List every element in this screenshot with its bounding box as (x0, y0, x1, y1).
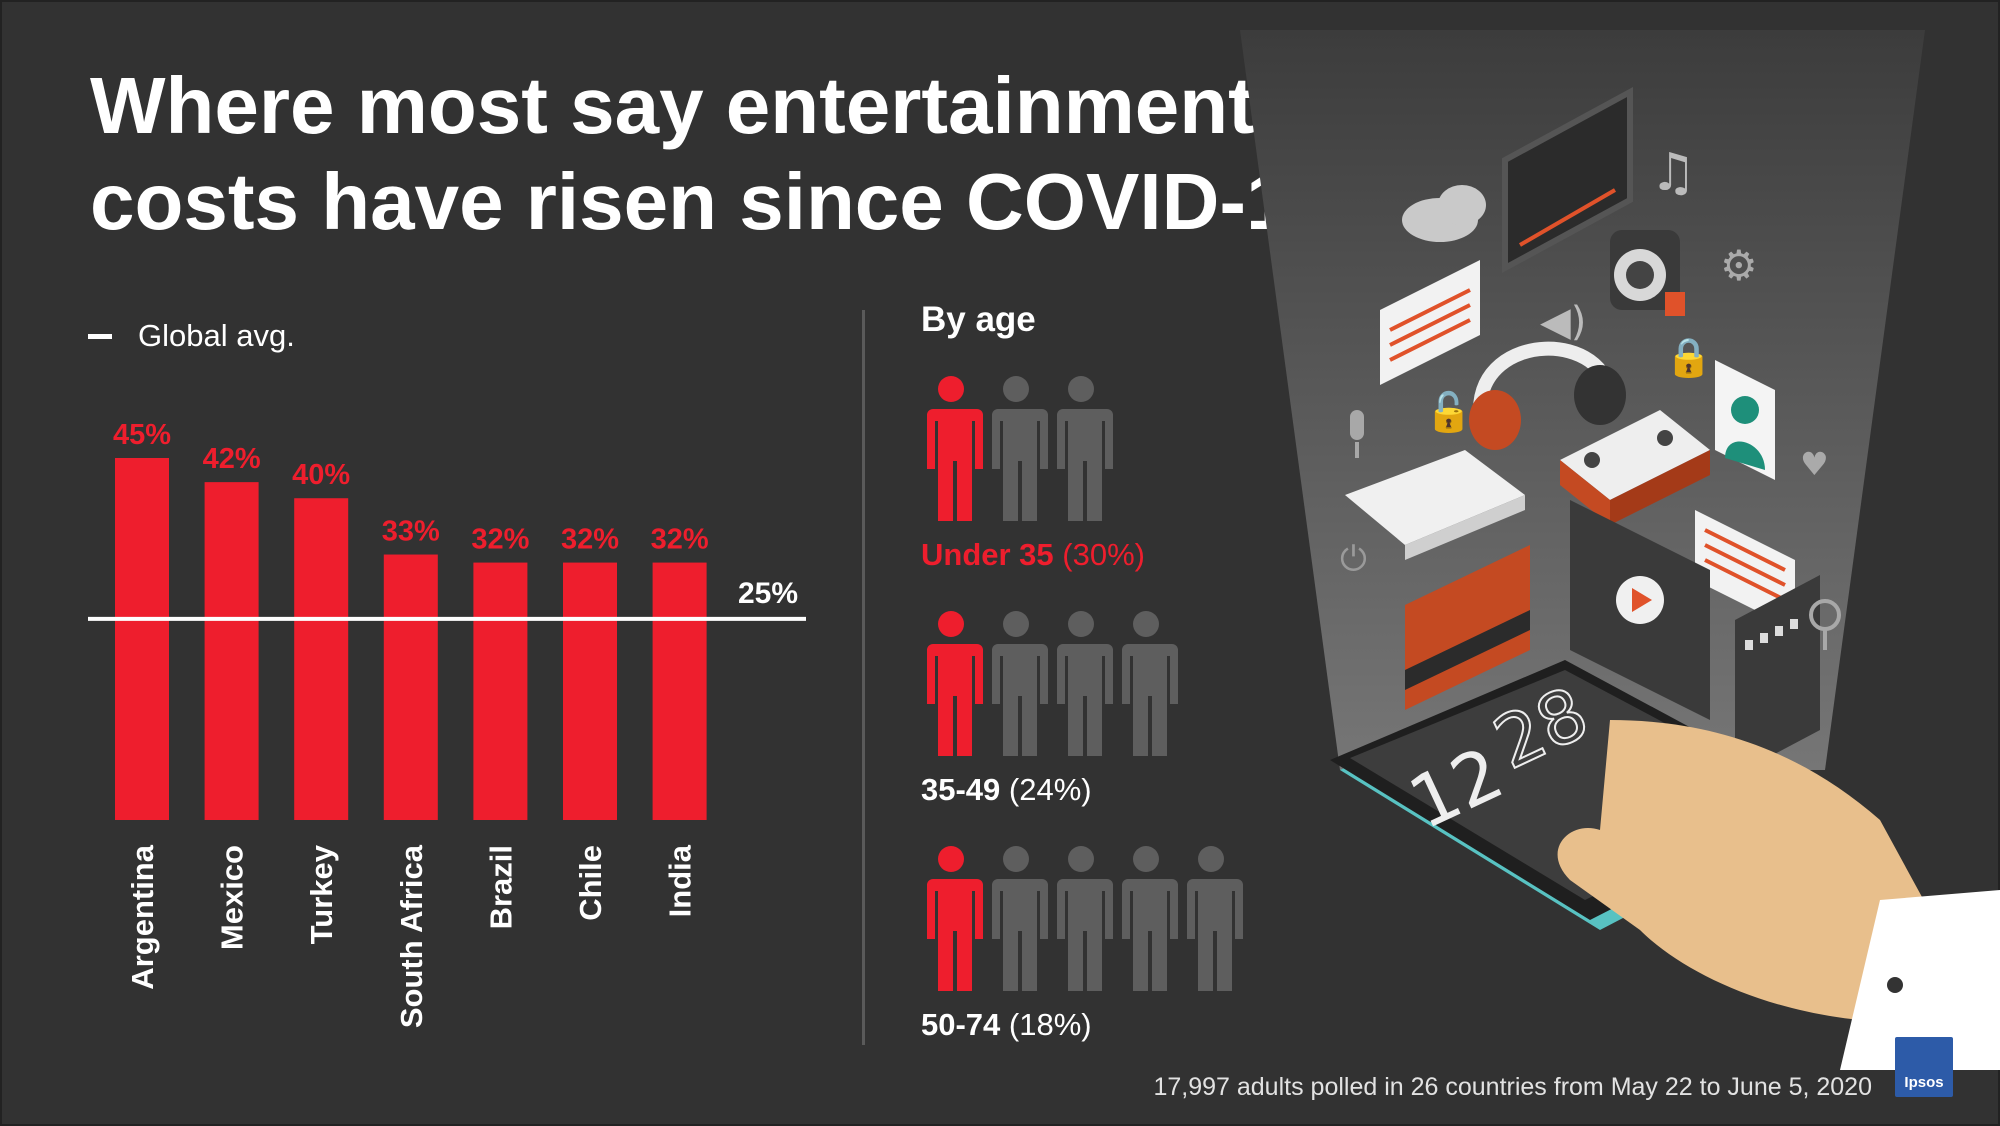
logo-text: Ipsos (1904, 1074, 1944, 1091)
person-icon (990, 611, 1048, 756)
category-label: Brazil (483, 845, 518, 929)
category-label: Chile (573, 845, 608, 921)
age-group-name: Under 35 (921, 537, 1054, 572)
people-icons (925, 611, 1178, 756)
legend-swatch-global-avg (88, 334, 112, 339)
age-group-name: 50-74 (921, 1007, 1001, 1042)
bar-mexico (204, 482, 259, 820)
video-player-icon (1570, 500, 1710, 720)
person-icon (990, 376, 1048, 521)
speaker-icon: ◀) (1540, 299, 1586, 345)
people-icons (925, 376, 1113, 521)
bar-india (652, 562, 707, 820)
data-label: 42% (203, 443, 261, 475)
chart-title: Where most say entertainment costs have … (90, 61, 1335, 246)
smartphone-illustration: ♫ ⚙ ◀) 🔓 🔒 (1240, 30, 2000, 1070)
gear-icon: ⚙ (1720, 241, 1758, 290)
lock-icon: 🔒 (1665, 335, 1712, 379)
bar-chart: 45% Argentina 42% Mexico 40% Turkey 33% South A… (88, 419, 806, 1028)
category-label: Mexico (215, 845, 250, 950)
heart-icon: ♥ (1800, 445, 1829, 483)
footnote: 17,997 adults polled in 26 countries fro… (1153, 1073, 1872, 1101)
person-icon (925, 376, 983, 521)
lock-icon: 🔓 (1425, 390, 1472, 434)
age-group-35-49: 35-49 (24%) (921, 610, 1341, 810)
people-icons (925, 846, 1243, 991)
category-label: South Africa (394, 844, 429, 1028)
game-controller-icon (1560, 410, 1710, 525)
divider (862, 310, 865, 1045)
bar-south-africa (383, 554, 438, 820)
person-icon (1120, 846, 1178, 991)
age-group-50-74: 50-74 (18%) (921, 845, 1341, 1045)
hand (1557, 720, 2000, 1070)
data-label: 32% (561, 524, 619, 556)
person-icon (925, 611, 983, 756)
power-icon: ⏻ (1340, 539, 1367, 579)
chat-bubble-icon (1695, 510, 1795, 630)
music-note-icon: ♫ (1650, 143, 1697, 203)
category-label: Argentina (125, 844, 160, 989)
person-icon (1120, 611, 1178, 756)
data-label: 32% (651, 524, 709, 556)
global-average-label: 25% (738, 577, 798, 610)
bar-brazil (473, 562, 528, 820)
data-label: 45% (113, 419, 171, 451)
age-group-percent: (30%) (1062, 537, 1145, 572)
person-icon (925, 846, 983, 991)
microphone-icon (1350, 410, 1364, 458)
person-icon (1055, 611, 1113, 756)
data-label: 33% (382, 516, 440, 548)
bar-argentina (115, 458, 169, 820)
person-icon (1055, 846, 1113, 991)
data-label: 40% (292, 459, 350, 491)
profile-card-icon (1715, 360, 1775, 480)
webcam-icon (1610, 230, 1685, 316)
bar-turkey (294, 498, 349, 820)
person-icon (990, 846, 1048, 991)
data-label: 32% (471, 524, 529, 556)
age-group-name: 35-49 (921, 772, 1001, 807)
legend-label: Global avg. (138, 318, 295, 353)
age-group-label: 50-74 (18%) (921, 1007, 1092, 1043)
person-icon (1185, 846, 1243, 991)
category-label: India (663, 844, 698, 917)
open-book-icon (1345, 450, 1525, 560)
cloud-icon (1402, 185, 1486, 242)
age-group-label: Under 35 (30%) (921, 537, 1145, 573)
age-group-label: 35-49 (24%) (921, 772, 1092, 808)
film-strip-icon (1735, 575, 1820, 775)
credit-card-icon (1405, 545, 1530, 710)
category-label: Turkey (304, 844, 339, 944)
bar-chile (563, 562, 617, 820)
search-icon (1809, 599, 1841, 650)
age-group-percent: (24%) (1008, 772, 1092, 807)
age-group-percent: (18%) (1008, 1007, 1092, 1042)
age-group-under-35: Under 35 (30%) (921, 375, 1341, 575)
headphones-icon (1469, 341, 1626, 450)
chat-bubble-icon (1380, 260, 1480, 385)
by-age-title: By age (921, 300, 1036, 339)
ipsos-logo: Ipsos (1895, 1037, 1953, 1097)
monitor-icon (1502, 86, 1633, 274)
person-icon (1055, 376, 1113, 521)
